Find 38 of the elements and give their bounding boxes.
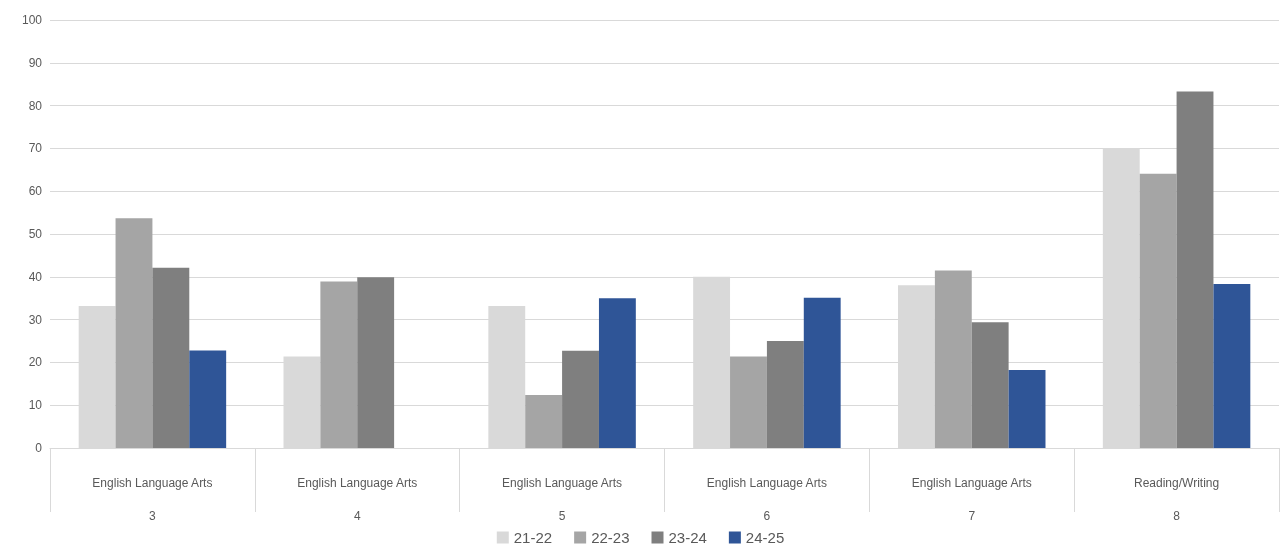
bar: [189, 350, 227, 448]
category-label: Reading/Writing 8: [1134, 475, 1220, 523]
legend-label: 24-25: [745, 529, 785, 546]
y-tick-label: 50: [28, 227, 43, 241]
y-tick-label: 60: [28, 184, 43, 199]
bar: [1213, 284, 1251, 448]
category-label: English Language Arts 7: [911, 475, 1032, 523]
category-label: English Language Arts 5: [502, 475, 623, 523]
y-tick-label: 30: [28, 312, 43, 327]
bar: [803, 297, 841, 448]
y-tick-label: 20: [28, 355, 43, 370]
bar: [525, 394, 563, 448]
bar: [320, 281, 358, 448]
bar: [1008, 370, 1046, 448]
y-tick-label: 80: [28, 98, 43, 113]
bar: [115, 218, 153, 448]
bar: [730, 356, 767, 448]
legend-label: 23-24: [668, 529, 707, 546]
category-label: English Language Arts 3: [92, 475, 213, 523]
y-tick-label: 90: [28, 55, 43, 70]
bar: [1176, 91, 1214, 448]
y-tick-label: 0: [35, 441, 43, 455]
bar: [1139, 173, 1177, 448]
y-tick-label: 40: [28, 269, 43, 284]
legend-label: 21-22: [513, 529, 553, 546]
bar: [152, 267, 190, 448]
y-tick-label: 10: [28, 398, 43, 413]
category-label: English Language Arts 4: [297, 475, 418, 523]
bar: [598, 298, 636, 448]
bar: [934, 270, 972, 448]
bar: [357, 277, 395, 448]
category-label: English Language Arts 6: [706, 475, 827, 523]
y-tick-label: 100: [21, 13, 43, 27]
bar: [766, 341, 804, 448]
bar: [562, 350, 599, 448]
legend-label: 22-23: [591, 529, 630, 546]
y-tick-label: 70: [28, 141, 43, 156]
bar: [971, 322, 1009, 448]
